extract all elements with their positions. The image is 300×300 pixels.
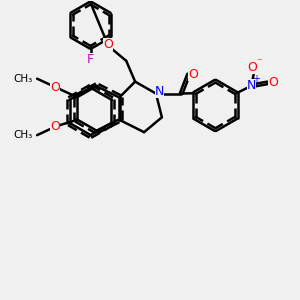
Text: O: O	[188, 68, 198, 81]
Text: +: +	[252, 74, 260, 84]
Text: CH₃: CH₃	[13, 74, 33, 84]
Text: O: O	[247, 61, 257, 74]
Text: ⁻: ⁻	[257, 58, 262, 68]
Text: N: N	[155, 85, 164, 98]
Text: F: F	[87, 53, 94, 66]
Text: O: O	[50, 81, 60, 94]
Text: O: O	[50, 120, 60, 133]
Text: CH₃: CH₃	[13, 130, 33, 140]
Text: N: N	[247, 79, 256, 92]
Text: O: O	[103, 38, 113, 51]
Text: O: O	[268, 76, 278, 89]
